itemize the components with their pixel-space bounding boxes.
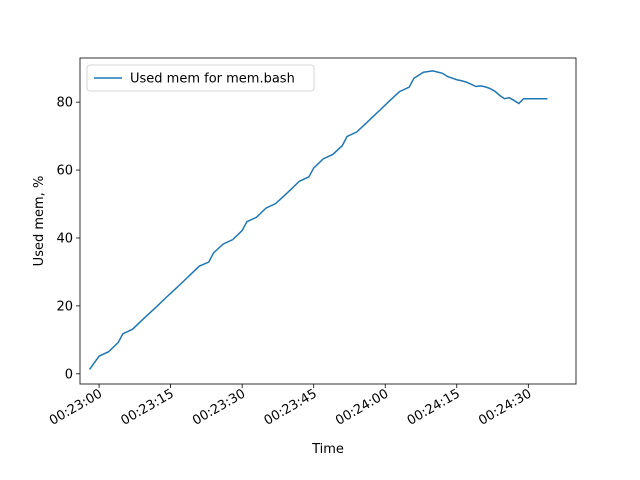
plot-area (80, 58, 576, 384)
series-line-used-mem (88, 70, 548, 370)
y-tick-label: 0 (65, 367, 73, 382)
y-tick-label: 60 (56, 164, 73, 179)
legend-label: Used mem for mem.bash (130, 72, 295, 87)
x-tick-label: 00:24:30 (476, 386, 534, 428)
x-axis-ticks: 00:23:00 00:23:15 00:23:30 00:23:45 00:24:00… (47, 384, 534, 429)
plot-frame (79, 57, 577, 385)
x-tick-label: 00:23:00 (47, 386, 105, 428)
x-tick-label: 00:23:15 (119, 386, 177, 428)
x-axis-label: Time (311, 442, 344, 457)
y-axis-label: Used mem, % (32, 176, 47, 267)
legend-box (86, 64, 315, 92)
x-tick-label: 00:23:30 (190, 386, 248, 428)
y-tick-label: 40 (56, 231, 73, 246)
x-tick-label: 00:24:00 (333, 386, 391, 428)
x-tick-label: 00:23:45 (262, 386, 320, 428)
y-tick-label: 20 (56, 299, 73, 314)
y-axis-ticks: 0 20 40 60 80 (56, 96, 80, 382)
y-tick-label: 80 (56, 96, 73, 111)
x-tick-label: 00:24:15 (405, 386, 463, 428)
legend: Used mem for mem.bash (86, 64, 315, 92)
